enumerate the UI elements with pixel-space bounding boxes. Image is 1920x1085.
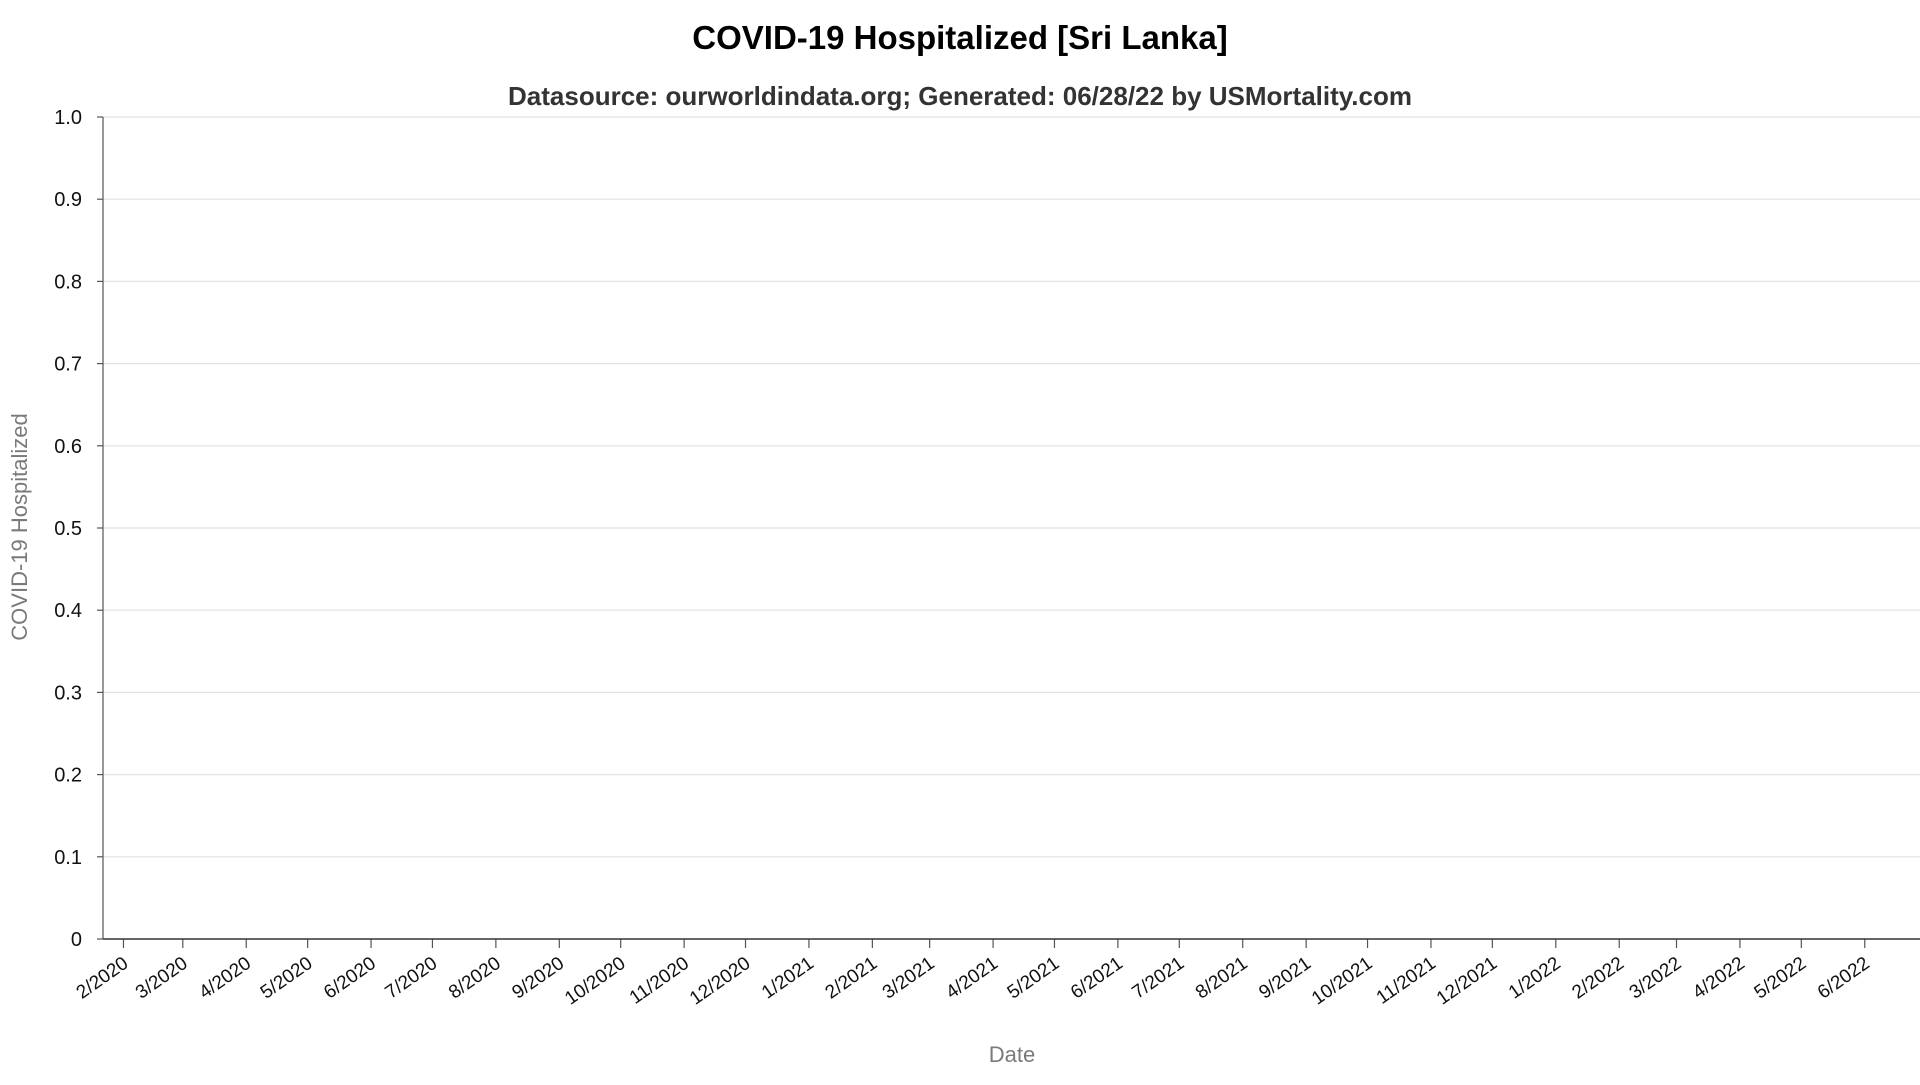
x-tick-label: 2/2022 [1568, 953, 1628, 1004]
y-tick-label: 0.8 [54, 271, 82, 293]
x-tick-label: 8/2021 [1192, 953, 1252, 1004]
x-axis-ticks: 2/2020 3/2020 4/2020 5/2020 6/2020 7/2020 8/20… [73, 939, 1874, 1009]
x-tick-label: 3/2022 [1626, 953, 1686, 1004]
y-tick-label: 0 [71, 929, 82, 951]
x-tick-label: 8/2020 [445, 953, 505, 1004]
x-tick-label: 5/2020 [257, 953, 317, 1004]
x-tick-label: 9/2020 [509, 953, 569, 1004]
x-tick-label: 11/2020 [626, 953, 693, 1009]
x-tick-label: 4/2022 [1689, 953, 1749, 1004]
x-tick-label: 3/2020 [132, 953, 192, 1004]
y-tick-label: 0.4 [54, 600, 82, 622]
x-tick-label: 9/2021 [1255, 953, 1315, 1004]
x-tick-label: 10/2020 [561, 953, 629, 1010]
x-axis-label: Date [989, 1042, 1035, 1067]
y-axis-ticks: 0 0.1 0.2 0.3 0.4 0.5 0.6 0.7 0.8 0.9 1.0 [54, 107, 103, 951]
y-tick-label: 0.6 [54, 436, 82, 458]
x-tick-label: 3/2021 [879, 953, 939, 1004]
y-tick-label: 0.5 [54, 518, 82, 540]
x-tick-label: 1/2021 [758, 953, 818, 1004]
y-tick-label: 0.7 [54, 354, 82, 376]
x-tick-label: 6/2022 [1814, 953, 1874, 1004]
x-tick-label: 1/2022 [1505, 953, 1565, 1004]
x-tick-label: 6/2021 [1067, 953, 1127, 1004]
x-tick-label: 4/2021 [942, 953, 1002, 1004]
x-tick-label: 12/2020 [686, 953, 754, 1010]
y-tick-label: 0.3 [54, 682, 82, 704]
grid-lines [103, 116, 1920, 858]
x-tick-label: 11/2021 [1373, 953, 1440, 1009]
x-tick-label: 6/2020 [320, 953, 380, 1004]
y-axis-label: COVID-19 Hospitalized [7, 413, 32, 640]
y-tick-label: 0.2 [54, 765, 82, 787]
x-tick-label: 2/2021 [822, 953, 882, 1004]
chart-title: COVID-19 Hospitalized [Sri Lanka] [692, 19, 1227, 56]
chart-subtitle: Datasource: ourworldindata.org; Generate… [508, 81, 1412, 111]
x-tick-label: 10/2021 [1308, 953, 1376, 1010]
y-tick-label: 1.0 [54, 107, 82, 129]
y-tick-label: 0.9 [54, 189, 82, 211]
x-tick-label: 2/2020 [73, 953, 133, 1004]
y-tick-label: 0.1 [54, 847, 82, 869]
x-tick-label: 12/2021 [1433, 953, 1501, 1010]
x-tick-label: 4/2020 [195, 953, 255, 1004]
x-tick-label: 7/2021 [1128, 953, 1188, 1004]
x-tick-label: 5/2022 [1751, 953, 1811, 1004]
x-tick-label: 5/2021 [1004, 953, 1064, 1004]
x-tick-label: 7/2020 [382, 953, 442, 1004]
